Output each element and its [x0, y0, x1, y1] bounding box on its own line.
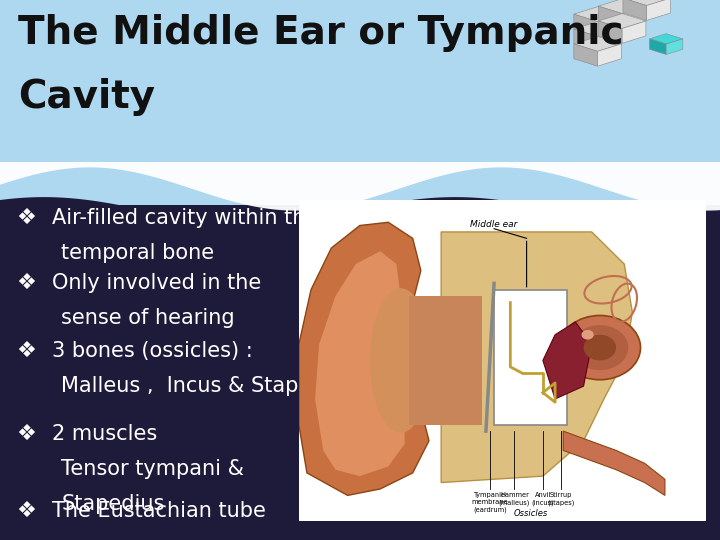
Polygon shape — [598, 0, 646, 14]
Circle shape — [582, 330, 594, 340]
Text: Middle ear: Middle ear — [470, 220, 518, 229]
Text: ❖: ❖ — [16, 273, 36, 293]
Text: 3 bones (ossicles) :: 3 bones (ossicles) : — [52, 341, 253, 361]
Ellipse shape — [370, 288, 431, 433]
Text: Only involved in the: Only involved in the — [52, 273, 261, 293]
Polygon shape — [574, 14, 598, 36]
Text: Anvil
(incus): Anvil (incus) — [531, 492, 554, 505]
Polygon shape — [598, 14, 646, 29]
Polygon shape — [543, 322, 592, 399]
Polygon shape — [598, 29, 621, 51]
Polygon shape — [563, 431, 665, 495]
Text: Cavity: Cavity — [18, 78, 155, 116]
Text: Hammer
(malleus): Hammer (malleus) — [499, 492, 530, 505]
Circle shape — [583, 335, 616, 361]
Polygon shape — [622, 6, 646, 29]
Text: Stirrup
(stapes): Stirrup (stapes) — [547, 492, 575, 505]
Polygon shape — [574, 22, 621, 36]
Text: ❖: ❖ — [16, 208, 36, 228]
Polygon shape — [574, 44, 598, 66]
Polygon shape — [315, 251, 405, 476]
Text: The Middle Ear or Tympanic: The Middle Ear or Tympanic — [18, 14, 624, 51]
Polygon shape — [649, 33, 683, 44]
Polygon shape — [647, 0, 670, 21]
Text: sense of hearing: sense of hearing — [61, 308, 235, 328]
Bar — [494, 290, 567, 424]
Text: 2 muscles: 2 muscles — [52, 424, 157, 444]
Polygon shape — [649, 39, 666, 55]
Polygon shape — [598, 44, 621, 66]
Polygon shape — [299, 222, 429, 495]
Polygon shape — [0, 0, 720, 205]
Text: ❖: ❖ — [16, 501, 36, 521]
Text: ❖: ❖ — [16, 424, 36, 444]
Text: Stapedius: Stapedius — [61, 494, 165, 514]
Circle shape — [559, 315, 641, 380]
Text: The Eustachian tube: The Eustachian tube — [52, 501, 266, 521]
Bar — [409, 296, 482, 424]
Text: Tympanic
membrane
(eardrum): Tympanic membrane (eardrum) — [472, 492, 508, 512]
Text: ❖: ❖ — [16, 341, 36, 361]
Text: Air-filled cavity within the: Air-filled cavity within the — [52, 208, 318, 228]
Polygon shape — [623, 0, 647, 21]
Polygon shape — [598, 14, 621, 36]
Polygon shape — [0, 162, 720, 211]
Polygon shape — [574, 29, 598, 51]
Polygon shape — [574, 37, 621, 51]
Polygon shape — [574, 6, 621, 22]
Polygon shape — [623, 0, 670, 5]
Text: temporal bone: temporal bone — [61, 243, 215, 263]
Circle shape — [572, 325, 629, 370]
Polygon shape — [598, 21, 622, 43]
Polygon shape — [598, 6, 622, 29]
Polygon shape — [0, 197, 720, 540]
Polygon shape — [622, 21, 646, 43]
Text: Malleus ,  Incus & Stapes: Malleus , Incus & Stapes — [61, 376, 323, 396]
Text: Tensor tympani &: Tensor tympani & — [61, 459, 244, 479]
Text: Ossicles: Ossicles — [513, 509, 548, 518]
Polygon shape — [666, 39, 683, 55]
Polygon shape — [441, 232, 632, 483]
